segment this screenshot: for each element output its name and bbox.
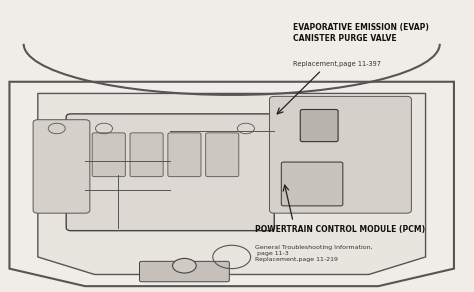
Text: POWERTRAIN CONTROL MODULE (PCM): POWERTRAIN CONTROL MODULE (PCM): [255, 225, 426, 234]
FancyBboxPatch shape: [139, 261, 229, 282]
FancyBboxPatch shape: [270, 96, 411, 213]
Text: General Troubleshooting Information,
 page 11-3
Replacement,page 11-219: General Troubleshooting Information, pag…: [255, 245, 373, 262]
Text: Replacement,page 11-397: Replacement,page 11-397: [293, 61, 381, 67]
Polygon shape: [38, 93, 426, 274]
FancyBboxPatch shape: [168, 133, 201, 177]
FancyBboxPatch shape: [92, 133, 125, 177]
FancyBboxPatch shape: [66, 114, 274, 231]
FancyBboxPatch shape: [300, 110, 338, 142]
FancyBboxPatch shape: [206, 133, 239, 177]
Circle shape: [173, 258, 196, 273]
FancyBboxPatch shape: [33, 120, 90, 213]
FancyBboxPatch shape: [282, 162, 343, 206]
Text: EVAPORATIVE EMISSION (EVAP)
CANISTER PURGE VALVE: EVAPORATIVE EMISSION (EVAP) CANISTER PUR…: [293, 23, 429, 43]
FancyBboxPatch shape: [130, 133, 163, 177]
